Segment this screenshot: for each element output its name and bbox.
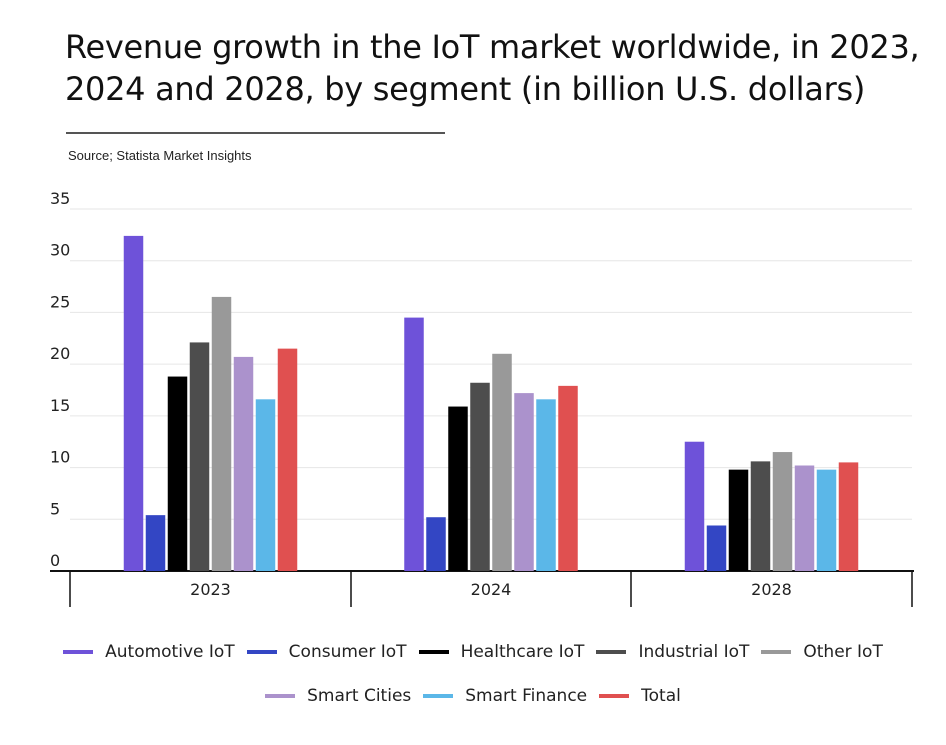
bar-total-2028	[838, 462, 859, 571]
source-note: Source; Statista Market Insights	[68, 148, 252, 163]
bar-smart-cities-2024	[514, 393, 534, 571]
bar-consumer-iot-2023	[145, 515, 166, 571]
legend-label: Consumer IoT	[288, 642, 407, 662]
legend-label: Smart Cities	[307, 686, 412, 706]
bar-smart-finance-2028	[816, 469, 837, 571]
bar-healthcare-iot-2023	[167, 376, 188, 571]
y-tick-label: 15	[50, 396, 70, 415]
bar-other-iot-2023	[211, 296, 232, 571]
bar-smart-finance-2024	[536, 399, 556, 571]
y-tick-label: 35	[50, 189, 70, 208]
legend-swatch	[599, 694, 630, 698]
bar-automotive-iot-2023	[123, 235, 144, 572]
legend-label: Healthcare IoT	[460, 642, 585, 662]
legend-item: Automotive IoT	[63, 642, 235, 662]
y-tick-label: 0	[50, 551, 60, 570]
bar-industrial-iot-2028	[750, 461, 771, 571]
legend-swatch	[246, 650, 277, 654]
legend-row: Automotive IoT Consumer IoT Healthcare IoT…	[0, 640, 946, 664]
bar-industrial-iot-2023	[189, 342, 210, 571]
legend-item: Smart Cities	[265, 686, 411, 706]
legend-row: Smart Cities Smart Finance Total	[0, 684, 946, 708]
x-tick-label: 2023	[190, 580, 231, 599]
y-tick-label: 25	[50, 292, 70, 311]
bar-industrial-iot-2024	[470, 382, 490, 571]
bar-smart-cities-2028	[794, 465, 815, 571]
bar-total-2024	[558, 385, 578, 571]
y-tick-label: 30	[50, 241, 70, 260]
legend-label: Smart Finance	[465, 686, 588, 706]
legend-swatch	[418, 650, 449, 654]
y-tick-label: 10	[50, 448, 70, 467]
legend-item: Total	[599, 686, 681, 706]
legend-item: Other IoT	[761, 642, 883, 662]
legend-swatch	[761, 650, 792, 654]
legend-item: Consumer IoT	[246, 642, 407, 662]
bar-consumer-iot-2028	[706, 525, 727, 571]
legend-swatch	[265, 694, 296, 698]
bar-healthcare-iot-2024	[448, 406, 468, 571]
bar-automotive-iot-2024	[404, 317, 424, 571]
legend-label: Total	[641, 686, 681, 706]
bar-smart-finance-2023	[255, 399, 276, 571]
bar-smart-cities-2023	[233, 356, 254, 571]
bar-other-iot-2024	[492, 353, 512, 571]
legend-swatch	[596, 650, 627, 654]
legend-item: Healthcare IoT	[418, 642, 585, 662]
bar-healthcare-iot-2028	[728, 469, 749, 571]
legend-label: Automotive IoT	[105, 642, 235, 662]
legend-item: Smart Finance	[423, 686, 587, 706]
legend-item: Industrial IoT	[596, 642, 749, 662]
legend-swatch	[423, 694, 454, 698]
bar-consumer-iot-2024	[426, 517, 446, 571]
chart-legend: Automotive IoT Consumer IoT Healthcare IoT…	[0, 640, 946, 728]
legend-label: Other IoT	[803, 642, 883, 662]
y-tick-label: 20	[50, 344, 70, 363]
legend-label: Industrial IoT	[638, 642, 750, 662]
bar-chart: 0 5 10 15 20 25 30 35 2023 2024 2028	[50, 189, 914, 607]
title-divider	[66, 132, 445, 134]
x-tick-label: 2028	[751, 580, 792, 599]
y-tick-label: 5	[50, 499, 60, 518]
bar-automotive-iot-2028	[684, 441, 705, 571]
legend-swatch	[63, 650, 94, 654]
x-tick-label: 2024	[471, 580, 512, 599]
bar-other-iot-2028	[772, 452, 793, 571]
bar-total-2023	[277, 348, 298, 571]
chart-title: Revenue growth in the IoT market worldwi…	[65, 28, 920, 108]
